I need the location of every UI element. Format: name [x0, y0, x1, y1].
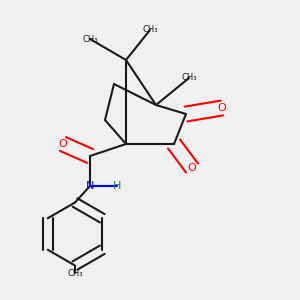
- Text: CH₃: CH₃: [82, 34, 98, 43]
- Text: O: O: [188, 163, 196, 173]
- Text: O: O: [58, 139, 68, 149]
- Text: CH₃: CH₃: [181, 74, 197, 82]
- Text: CH₃: CH₃: [142, 26, 158, 34]
- Text: N: N: [86, 181, 94, 191]
- Text: CH₃: CH₃: [67, 268, 83, 278]
- Text: H: H: [113, 181, 121, 191]
- Text: O: O: [218, 103, 226, 113]
